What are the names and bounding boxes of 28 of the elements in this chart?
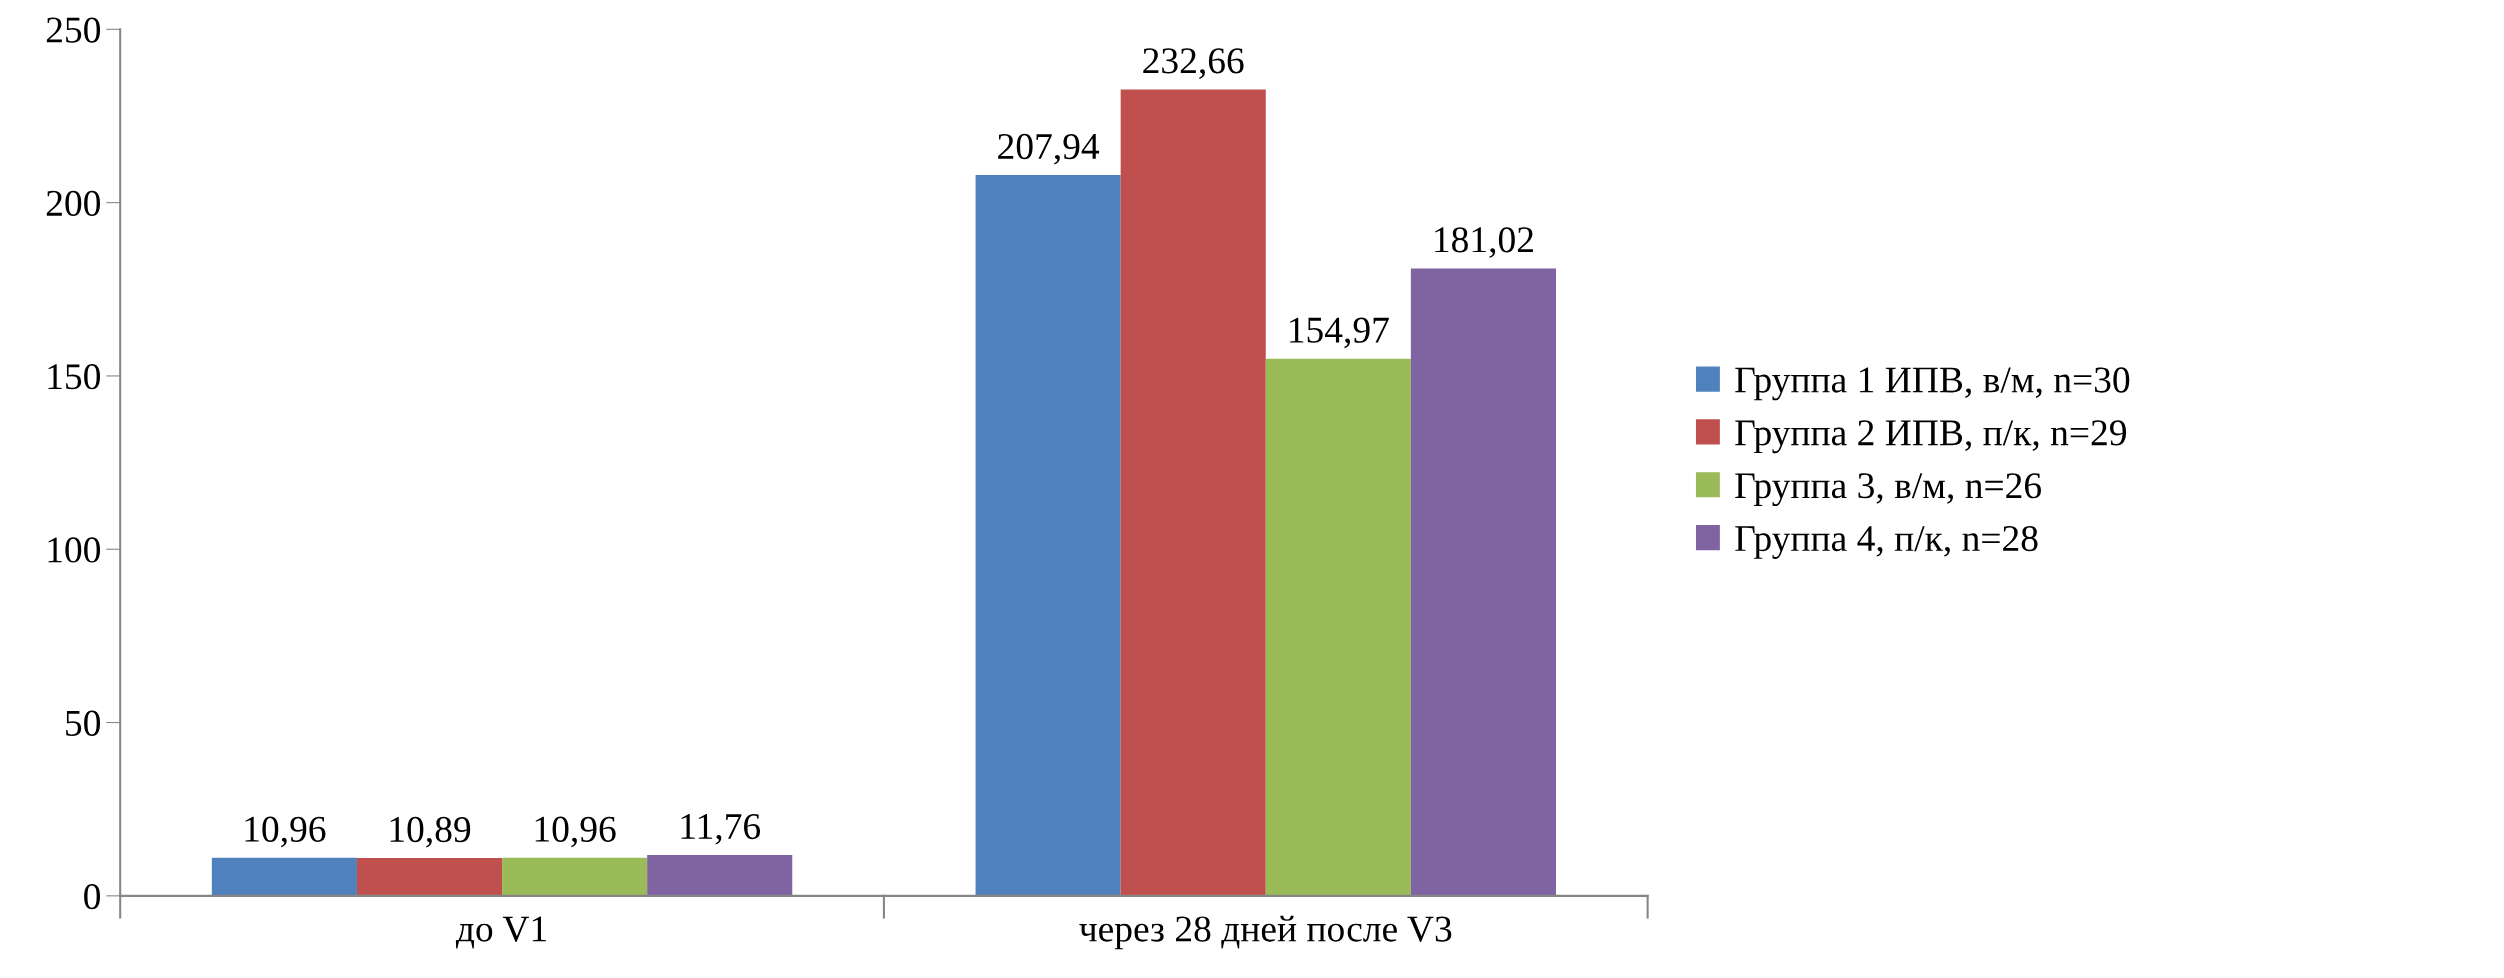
y-tick-label: 200 [46,190,101,217]
y-tick-label: 0 [84,883,101,910]
legend-label: Группа 3, в/м, n=26 [1735,473,2042,507]
data-label: 11,76 [681,813,761,845]
x-tick-label: через 28 дней после V3 [1079,915,1452,950]
data-label: 10,96 [535,816,616,848]
y-tick-label: 250 [46,17,101,43]
bar [1120,89,1266,896]
y-tick-label: 50 [66,710,101,736]
data-label: 10,96 [245,816,326,848]
bar [1410,268,1556,896]
bar [502,857,648,896]
data-label: 10,89 [390,816,471,848]
bar [975,175,1121,896]
bar [211,857,357,896]
legend-label: Группа 2 ИПВ, п/к, n=29 [1735,420,2126,454]
x-tick-label: до V1 [455,916,546,949]
y-tick-label: 150 [48,364,101,390]
data-label: 232,66 [1143,48,1244,79]
data-label: 181,02 [1435,227,1533,258]
bar [647,855,793,896]
data-label: 207,94 [998,133,1100,165]
data-label: 154,97 [1290,317,1389,349]
bar [1265,358,1411,896]
legend-label: Группа 1 ИПВ, в/м, n=30 [1735,367,2130,401]
legend-label: Группа 4, п/к, n=28 [1735,525,2038,559]
y-tick-label: 100 [48,537,101,563]
bar [356,858,503,896]
